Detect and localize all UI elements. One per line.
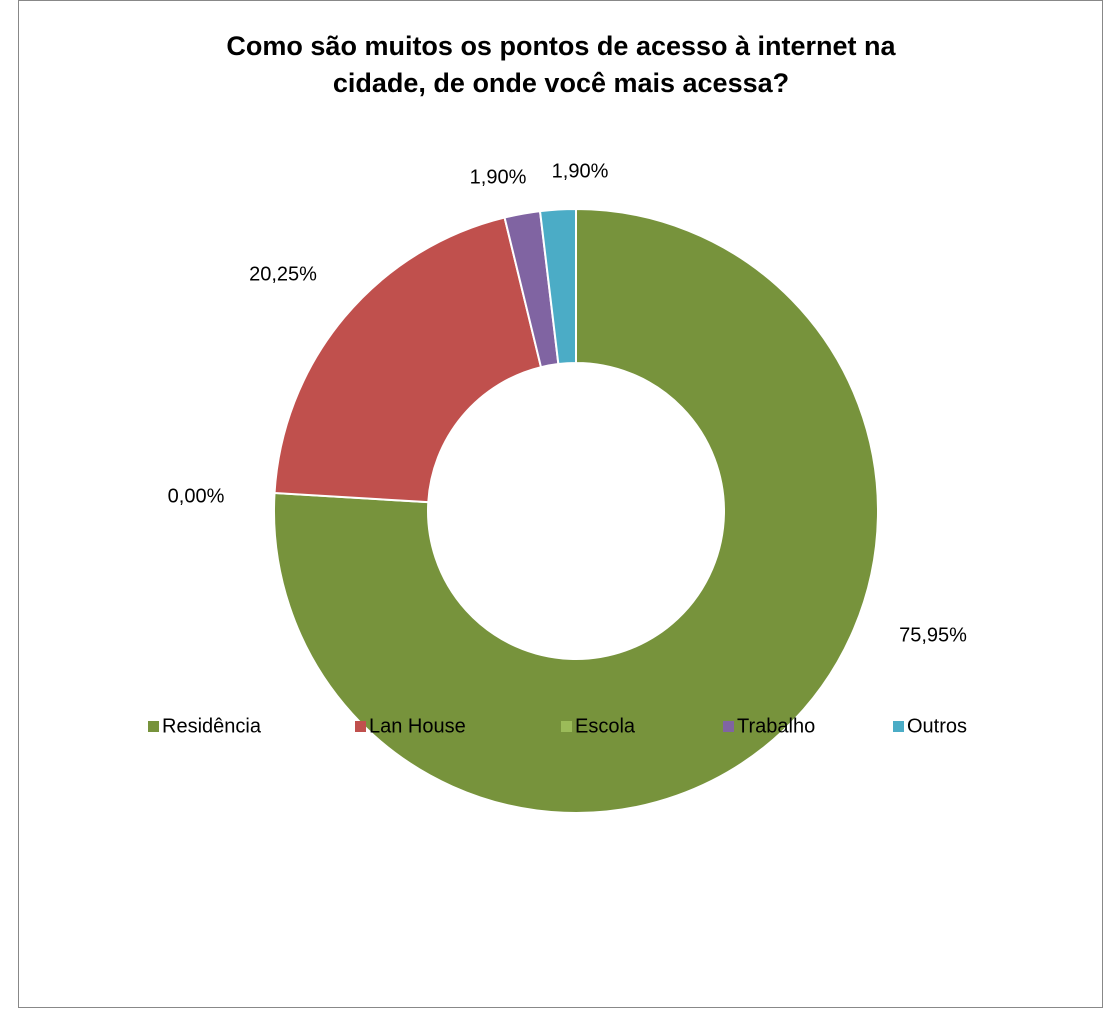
legend-label: Trabalho <box>737 715 815 737</box>
data-label: 1,90% <box>552 160 609 182</box>
legend-swatch <box>561 721 572 732</box>
legend-swatch <box>355 721 366 732</box>
chart-title: Como são muitos os pontos de acesso à in… <box>226 31 896 61</box>
data-label: 20,25% <box>249 263 317 285</box>
legend-label: Escola <box>575 715 636 737</box>
data-label: 75,95% <box>899 624 967 646</box>
legend-label: Outros <box>907 715 967 737</box>
donut-slice <box>273 207 879 814</box>
data-label: 0,00% <box>168 485 225 507</box>
data-label: 1,90% <box>470 166 527 188</box>
chart-title: cidade, de onde você mais acessa? <box>333 68 789 98</box>
legend-swatch <box>723 721 734 732</box>
legend-swatch <box>893 721 904 732</box>
legend-label: Residência <box>162 715 262 737</box>
donut-slice <box>273 216 543 504</box>
donut-slice <box>538 207 577 366</box>
legend-swatch <box>148 721 159 732</box>
chart-border <box>18 0 1103 1008</box>
legend-label: Lan House <box>369 715 466 737</box>
